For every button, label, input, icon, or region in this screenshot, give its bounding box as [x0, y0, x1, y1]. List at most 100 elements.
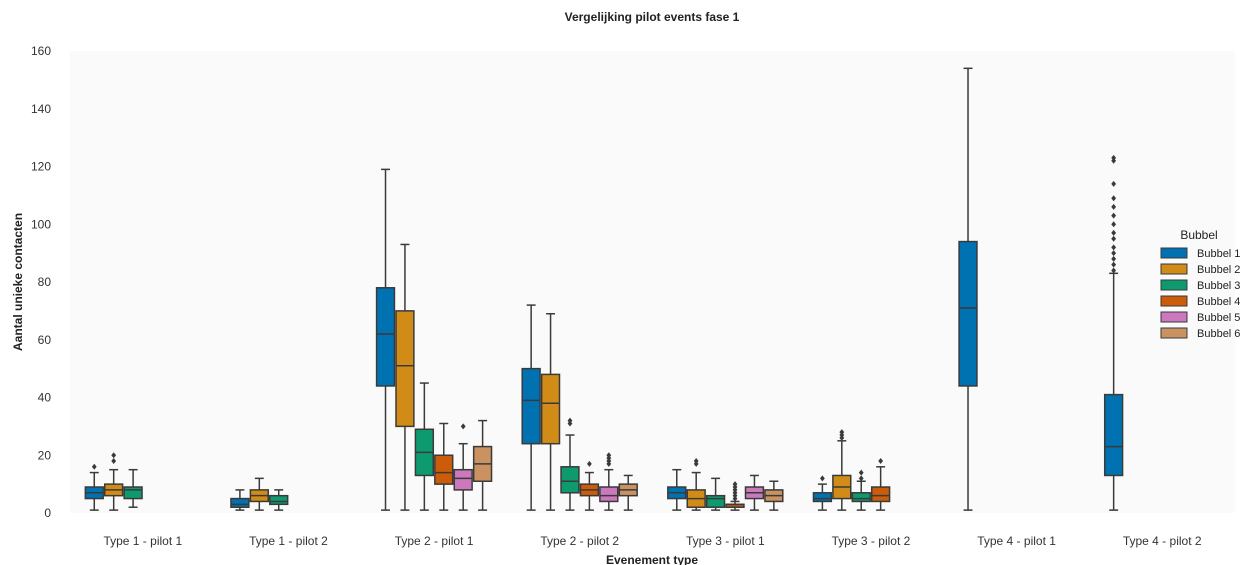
outlier-point — [91, 463, 97, 470]
outlier-point — [858, 475, 864, 482]
outlier-point — [567, 417, 573, 424]
x-tick-label: Type 2 - pilot 2 — [540, 534, 619, 548]
legend-entry-label: Bubbel 1 — [1197, 248, 1240, 260]
box-iqr — [851, 492, 871, 503]
x-tick-label: Type 4 - pilot 1 — [977, 534, 1056, 548]
outlier-point — [858, 469, 864, 476]
box-iqr — [521, 367, 541, 445]
y-tick-label: 20 — [38, 448, 52, 462]
box-bubbel-2 — [540, 313, 561, 511]
plot-background — [70, 51, 1235, 513]
y-axis-ticks: 0 20 40 60 80 100 120 140 160 — [31, 44, 51, 520]
y-tick-label: 80 — [38, 275, 52, 289]
outlier-point — [111, 458, 117, 465]
outlier-point — [111, 452, 117, 459]
legend-swatch — [1160, 263, 1188, 275]
legend-swatch — [1160, 311, 1188, 323]
legend-swatch — [1160, 279, 1188, 291]
box-bubbel-1 — [84, 463, 104, 511]
outlier-point — [1111, 235, 1117, 242]
legend-entry-label: Bubbel 4 — [1197, 296, 1240, 308]
outlier-point — [732, 481, 738, 488]
chart-title: Vergelijking pilot events fase 1 — [565, 10, 740, 24]
outlier-point — [1111, 195, 1117, 202]
box-iqr — [453, 468, 473, 491]
box-iqr — [434, 454, 454, 485]
box-bubbel-2 — [249, 477, 269, 511]
box-bubbel-1 — [667, 468, 687, 511]
box-bubbel-1 — [521, 304, 541, 511]
box-iqr — [812, 492, 833, 503]
box-bubbel-3 — [851, 469, 871, 511]
box-bubbel-3 — [123, 468, 143, 508]
box-bubbel-3 — [414, 382, 435, 511]
box-bubbel-4 — [434, 422, 454, 511]
box-bubbel-1 — [1103, 154, 1124, 511]
y-tick-label: 40 — [38, 391, 52, 405]
box-bubbel-4 — [870, 458, 891, 511]
outlier-point — [1111, 212, 1117, 219]
y-axis-label: Aantal unieke contacten — [11, 213, 25, 351]
box-bubbel-6 — [764, 480, 784, 511]
box-iqr — [395, 310, 415, 428]
box-bubbel-2 — [686, 458, 706, 511]
y-tick-label: 60 — [38, 333, 52, 347]
box-bubbel-1 — [230, 489, 250, 511]
box-bubbel-4 — [725, 481, 745, 511]
legend-swatch — [1160, 327, 1188, 339]
x-tick-label: Type 4 - pilot 2 — [1123, 534, 1202, 548]
y-tick-label: 100 — [31, 217, 51, 231]
box-bubbel-2 — [832, 429, 852, 511]
x-tick-label: Type 2 - pilot 1 — [395, 534, 474, 548]
x-axis-ticks: Type 1 - pilot 1 Type 1 - pilot 2 Type 2 -… — [103, 534, 1201, 548]
box-bubbel-3 — [705, 477, 726, 511]
outlier-point — [1111, 203, 1117, 210]
outlier-point — [693, 458, 699, 465]
outlier-point — [1111, 250, 1117, 257]
box-bubbel-1 — [812, 475, 833, 511]
box-bubbel-4 — [579, 460, 600, 511]
outlier-point — [460, 423, 466, 430]
box-iqr — [705, 494, 726, 508]
outlier-point — [878, 458, 884, 465]
box-bubbel-5 — [453, 423, 473, 511]
y-tick-label: 140 — [31, 102, 51, 116]
outlier-point — [1111, 267, 1117, 274]
x-axis-label: Evenement type — [606, 553, 698, 565]
outlier-point — [606, 452, 612, 459]
box-bubbel-5 — [599, 452, 619, 511]
x-tick-label: Type 3 - pilot 2 — [832, 534, 911, 548]
outlier-point — [839, 429, 845, 436]
legend-entry-label: Bubbel 6 — [1197, 328, 1240, 340]
outlier-point — [1111, 180, 1117, 187]
outlier-point — [1111, 154, 1117, 161]
x-tick-label: Type 3 - pilot 1 — [686, 534, 765, 548]
box-iqr — [560, 466, 580, 494]
x-tick-label: Type 1 - pilot 1 — [103, 534, 182, 548]
box-bubbel-2 — [104, 452, 124, 511]
box-iqr — [123, 486, 143, 500]
box-iqr — [540, 373, 561, 445]
box-iqr — [870, 486, 891, 503]
x-tick-label: Type 1 - pilot 2 — [249, 534, 328, 548]
box-iqr — [958, 240, 978, 387]
box-bubbel-3 — [269, 489, 289, 511]
outlier-point — [1111, 261, 1117, 268]
legend: Bubbel Bubbel 1 Bubbel 2 Bubbel 3 Bubbel 4 B… — [1160, 228, 1240, 340]
box-bubbel-6 — [472, 419, 493, 511]
legend-entry-label: Bubbel 2 — [1197, 264, 1240, 276]
legend-swatch — [1160, 247, 1188, 259]
box-iqr — [230, 497, 250, 508]
box-bubbel-6 — [618, 474, 638, 511]
y-tick-label: 160 — [31, 44, 51, 58]
box-iqr — [375, 287, 396, 387]
outlier-point — [586, 460, 592, 467]
box-iqr — [1103, 393, 1124, 477]
outlier-point — [1111, 221, 1117, 228]
box-bubbel-1 — [958, 67, 978, 511]
legend-entry-label: Bubbel 3 — [1197, 280, 1240, 292]
box-iqr — [269, 494, 289, 506]
outlier-point — [1111, 244, 1117, 251]
box-bubbel-3 — [560, 417, 580, 511]
